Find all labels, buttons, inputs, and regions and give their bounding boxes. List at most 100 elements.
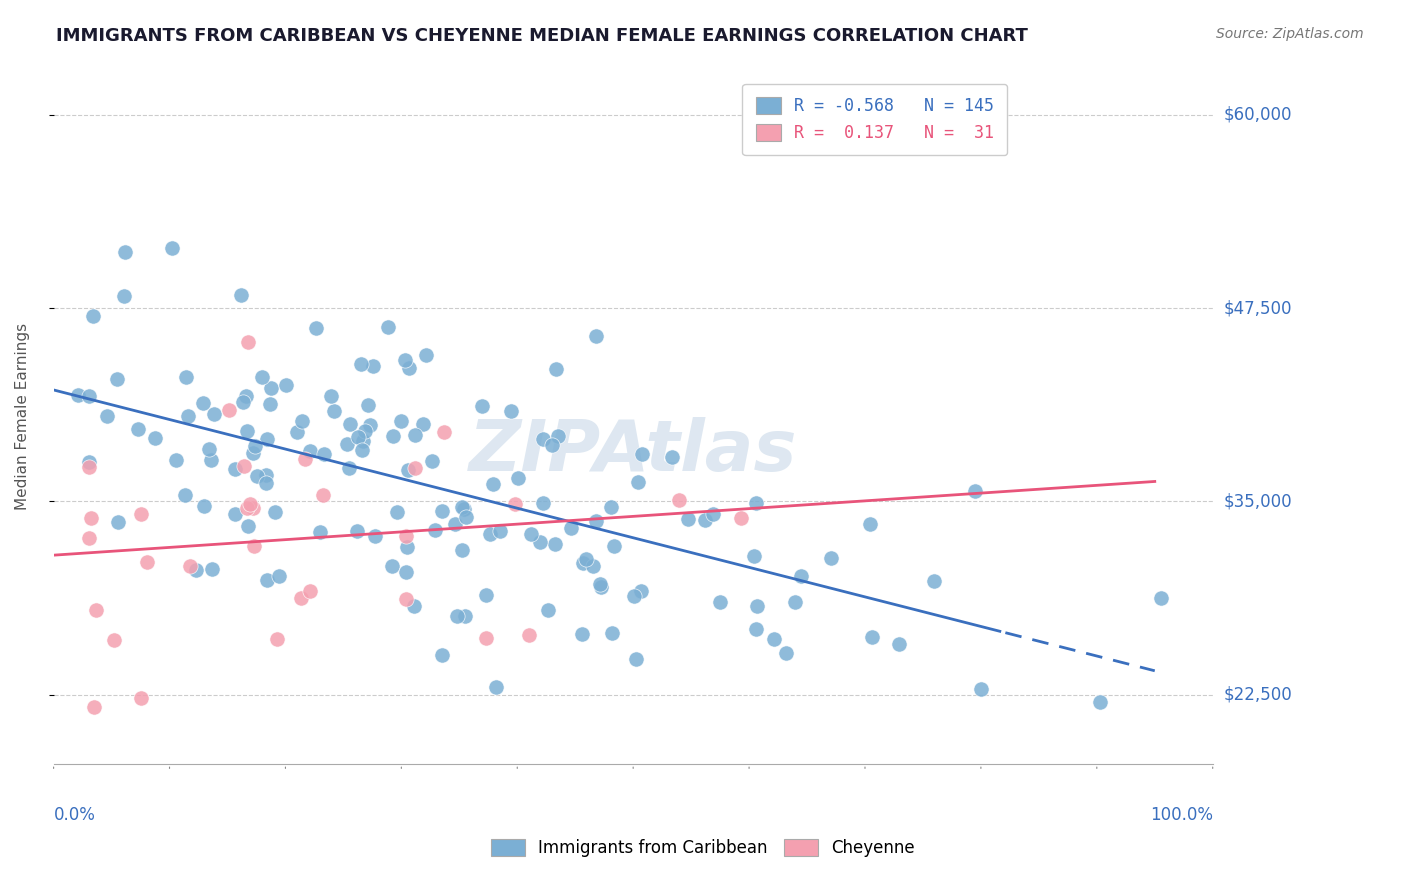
- Point: [352, 434, 374, 449]
- Point: [474, 588, 496, 602]
- Point: [485, 681, 508, 695]
- Point: [572, 557, 595, 571]
- Point: [742, 549, 765, 563]
- Point: [260, 381, 283, 395]
- Point: [575, 552, 598, 566]
- Point: [346, 524, 368, 538]
- Point: [103, 632, 125, 647]
- Point: [450, 500, 472, 515]
- Point: [589, 577, 612, 591]
- Point: [517, 628, 540, 642]
- Point: [501, 403, 523, 417]
- Point: [177, 409, 200, 423]
- Point: [224, 462, 246, 476]
- Point: [254, 468, 277, 483]
- Point: [127, 422, 149, 436]
- Point: [252, 369, 274, 384]
- Point: [294, 451, 316, 466]
- Point: [1088, 695, 1111, 709]
- Point: [478, 527, 501, 541]
- Text: $22,500: $22,500: [1223, 686, 1292, 704]
- Point: [269, 569, 291, 583]
- Text: IMMIGRANTS FROM CARIBBEAN VS CHEYENNE MEDIAN FEMALE EARNINGS CORRELATION CHART: IMMIGRANTS FROM CARIBBEAN VS CHEYENNE ME…: [56, 27, 1028, 45]
- Point: [627, 475, 650, 490]
- Point: [173, 488, 195, 502]
- Point: [404, 599, 426, 613]
- Point: [191, 396, 214, 410]
- Point: [762, 632, 785, 647]
- Point: [174, 369, 197, 384]
- Point: [165, 453, 187, 467]
- Point: [624, 652, 647, 666]
- Point: [444, 516, 467, 531]
- Point: [730, 511, 752, 525]
- Point: [80, 511, 103, 525]
- Point: [201, 562, 224, 576]
- Point: [433, 425, 456, 439]
- Point: [395, 529, 418, 543]
- Point: [668, 493, 690, 508]
- Point: [243, 439, 266, 453]
- Point: [129, 508, 152, 522]
- Point: [160, 241, 183, 255]
- Text: $35,000: $35,000: [1223, 492, 1292, 510]
- Text: Source: ZipAtlas.com: Source: ZipAtlas.com: [1216, 27, 1364, 41]
- Point: [84, 603, 107, 617]
- Point: [136, 555, 159, 569]
- Point: [67, 388, 90, 402]
- Point: [396, 463, 419, 477]
- Point: [446, 609, 468, 624]
- Point: [291, 414, 314, 428]
- Point: [336, 437, 359, 451]
- Point: [965, 483, 987, 498]
- Point: [82, 309, 104, 323]
- Point: [83, 699, 105, 714]
- Point: [922, 574, 945, 589]
- Point: [200, 453, 222, 467]
- Point: [382, 429, 405, 443]
- Point: [266, 632, 288, 646]
- Point: [571, 627, 593, 641]
- Point: [202, 407, 225, 421]
- Point: [254, 475, 277, 490]
- Point: [312, 488, 335, 502]
- Point: [744, 622, 766, 636]
- Point: [290, 591, 312, 605]
- Point: [339, 417, 361, 431]
- Point: [860, 631, 883, 645]
- Point: [380, 559, 402, 574]
- Text: 100.0%: 100.0%: [1150, 806, 1213, 824]
- Point: [77, 531, 100, 545]
- Point: [79, 455, 101, 469]
- Point: [357, 398, 380, 412]
- Point: [631, 447, 654, 461]
- Point: [224, 507, 246, 521]
- Point: [314, 447, 336, 461]
- Point: [179, 558, 201, 573]
- Point: [544, 362, 567, 376]
- Point: [591, 580, 613, 594]
- Point: [236, 519, 259, 533]
- Point: [256, 573, 278, 587]
- Point: [143, 431, 166, 445]
- Point: [287, 425, 309, 439]
- Point: [623, 589, 645, 603]
- Point: [339, 460, 361, 475]
- Point: [395, 592, 418, 607]
- Point: [531, 496, 554, 510]
- Point: [96, 409, 118, 423]
- Point: [246, 468, 269, 483]
- Point: [354, 424, 377, 438]
- Point: [453, 502, 475, 516]
- Point: [198, 442, 221, 457]
- Point: [859, 516, 882, 531]
- Point: [970, 682, 993, 697]
- Point: [129, 691, 152, 706]
- Point: [319, 389, 342, 403]
- Point: [404, 428, 426, 442]
- Point: [186, 563, 208, 577]
- Point: [377, 320, 399, 334]
- Point: [107, 515, 129, 529]
- Point: [547, 429, 569, 443]
- Point: [243, 539, 266, 553]
